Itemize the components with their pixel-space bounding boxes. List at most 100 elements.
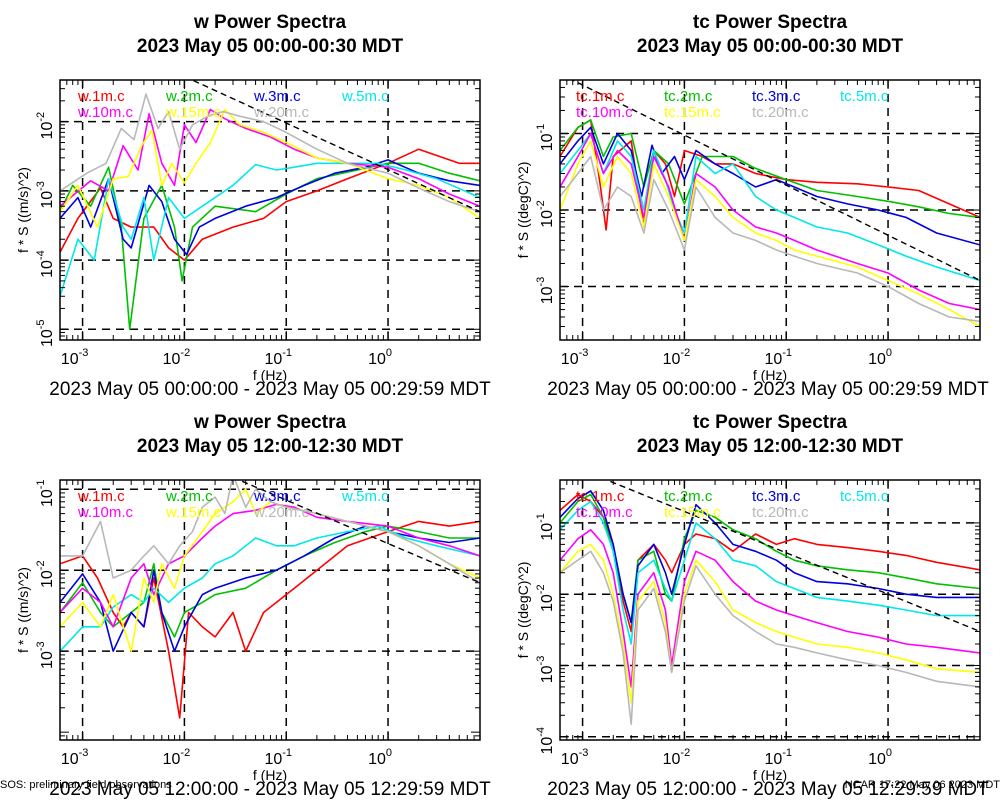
x-tick-label: 10-1 (764, 747, 792, 768)
legend-10m: tc.10m.c (576, 504, 633, 521)
legend-10m: tc.10m.c (576, 104, 633, 121)
legend-15m: w.15m.c (165, 104, 222, 121)
time-range-label: 2023 May 05 00:00:00 - 2023 May 05 00:29… (547, 379, 989, 400)
chart-subtitle: 2023 May 05 12:00-12:30 MDT (137, 436, 404, 457)
chart-title: w Power Spectra (193, 12, 346, 33)
series-line-20m (560, 550, 980, 726)
panel-1: w Power Spectra 2023 May 05 00:00-00:30 M… (15, 12, 491, 400)
legend-10m: w.10m.c (77, 504, 134, 521)
legend-15m: tc.15m.c (664, 104, 721, 121)
series-line-1m (60, 520, 480, 719)
x-tick-label: 10-3 (61, 747, 89, 768)
plot-area (560, 480, 980, 726)
series-line-10m (60, 108, 480, 207)
time-range-label: 2023 May 05 00:00:00 - 2023 May 05 00:29… (49, 379, 491, 400)
legend-1m: tc.1m.c (576, 488, 625, 505)
legend-2m: w.2m.c (165, 488, 213, 505)
chart-title: tc Power Spectra (693, 12, 848, 33)
legend-5m: tc.5m.c (840, 488, 889, 505)
x-tick-label: 100 (868, 747, 892, 768)
footer-right: NCAR 17:22 May 06 2023 MDT (845, 779, 1000, 791)
legend-3m: tc.3m.c (752, 488, 801, 505)
x-tick-label: 100 (368, 747, 392, 768)
x-axis-label: f (Hz) (253, 767, 287, 783)
series-line-20m (60, 480, 480, 584)
x-axis-label: f (Hz) (253, 367, 287, 383)
legend-1m: w.1m.c (77, 488, 125, 505)
chart-subtitle: 2023 May 05 00:00-00:30 MDT (137, 36, 404, 57)
y-axis-label: f * S ((degC)^2) (515, 562, 531, 659)
series-line-2m (560, 119, 980, 219)
y-tick-label: 10-3 (35, 641, 56, 669)
legend-2m: w.2m.c (165, 88, 213, 105)
legend-15m: w.15m.c (165, 504, 222, 521)
legend-20m: w.20m.c (253, 504, 310, 521)
legend-5m: w.5m.c (341, 88, 389, 105)
series-line-1m (560, 119, 980, 231)
y-tick-label: 10-4 (35, 250, 56, 278)
x-tick-label: 10-1 (764, 347, 792, 368)
series-line-5m (560, 132, 980, 282)
series-line-20m (60, 93, 480, 213)
chart-subtitle: 2023 May 05 00:00-00:30 MDT (637, 36, 904, 57)
x-axis-label: f (Hz) (753, 767, 787, 783)
plot-area (60, 80, 480, 331)
y-tick-label: 10-2 (35, 112, 56, 140)
legend-3m: w.3m.c (253, 88, 301, 105)
series-line-20m (560, 155, 980, 323)
chart-subtitle: 2023 May 05 12:00-12:30 MDT (637, 436, 904, 457)
legend-2m: tc.2m.c (664, 88, 713, 105)
series-line-15m (560, 543, 980, 704)
legend-2m: tc.2m.c (664, 488, 713, 505)
y-tick-label: 10-2 (35, 560, 56, 588)
x-tick-label: 10-1 (264, 747, 292, 768)
x-tick-label: 10-1 (264, 347, 292, 368)
plot-area (60, 480, 480, 719)
y-tick-label: 10-1 (535, 124, 556, 152)
legend-20m: tc.20m.c (752, 104, 809, 121)
y-tick-label: 10-3 (35, 181, 56, 209)
legend-3m: tc.3m.c (752, 88, 801, 105)
legend-15m: tc.15m.c (664, 504, 721, 521)
plot-area (560, 80, 980, 328)
y-axis-label: f * S ((m/s)^2) (15, 167, 31, 253)
legend-10m: w.10m.c (77, 104, 134, 121)
reference-slope-line (190, 80, 480, 213)
y-tick-label: 10-5 (35, 319, 56, 347)
legend-20m: w.20m.c (253, 104, 310, 121)
series-line-3m (560, 490, 980, 624)
series-line-1m (60, 148, 480, 261)
x-tick-label: 10-2 (163, 347, 191, 368)
footer-left: SOS: preliminary field observations (0, 779, 172, 791)
series-line-10m (60, 503, 480, 628)
panel-2: tc Power Spectra 2023 May 05 00:00-00:30 … (515, 12, 989, 400)
y-axis-label: f * S ((m/s)^2) (15, 567, 31, 653)
series-line-15m (60, 108, 480, 228)
legend-1m: tc.1m.c (576, 88, 625, 105)
reference-slope-line (570, 80, 980, 282)
time-range-label: 2023 May 05 12:00:00 - 2023 May 05 12:29… (547, 779, 989, 800)
series-line-15m (560, 140, 980, 328)
y-tick-label: 10-1 (535, 513, 556, 541)
x-tick-label: 10-3 (561, 747, 589, 768)
x-tick-label: 100 (368, 347, 392, 368)
chart-title: w Power Spectra (193, 412, 346, 433)
x-axis-label: f (Hz) (753, 367, 787, 383)
series-line-3m (60, 159, 480, 256)
series-line-10m (560, 132, 980, 311)
y-tick-label: 10-2 (535, 584, 556, 612)
x-tick-label: 10-3 (561, 347, 589, 368)
legend-5m: w.5m.c (341, 488, 389, 505)
x-tick-label: 10-2 (163, 747, 191, 768)
series-line-10m (560, 528, 980, 688)
chart-title: tc Power Spectra (693, 412, 848, 433)
reference-slope-line (605, 480, 980, 633)
panel-4: tc Power Spectra 2023 May 05 12:00-12:30 … (515, 412, 989, 800)
series-line-2m (60, 162, 480, 331)
panel-3: w Power Spectra 2023 May 05 12:00-12:30 M… (15, 412, 491, 800)
x-tick-label: 100 (868, 347, 892, 368)
series-line-5m (60, 162, 480, 297)
series-line-3m (560, 126, 980, 246)
series-line-5m (60, 525, 480, 652)
